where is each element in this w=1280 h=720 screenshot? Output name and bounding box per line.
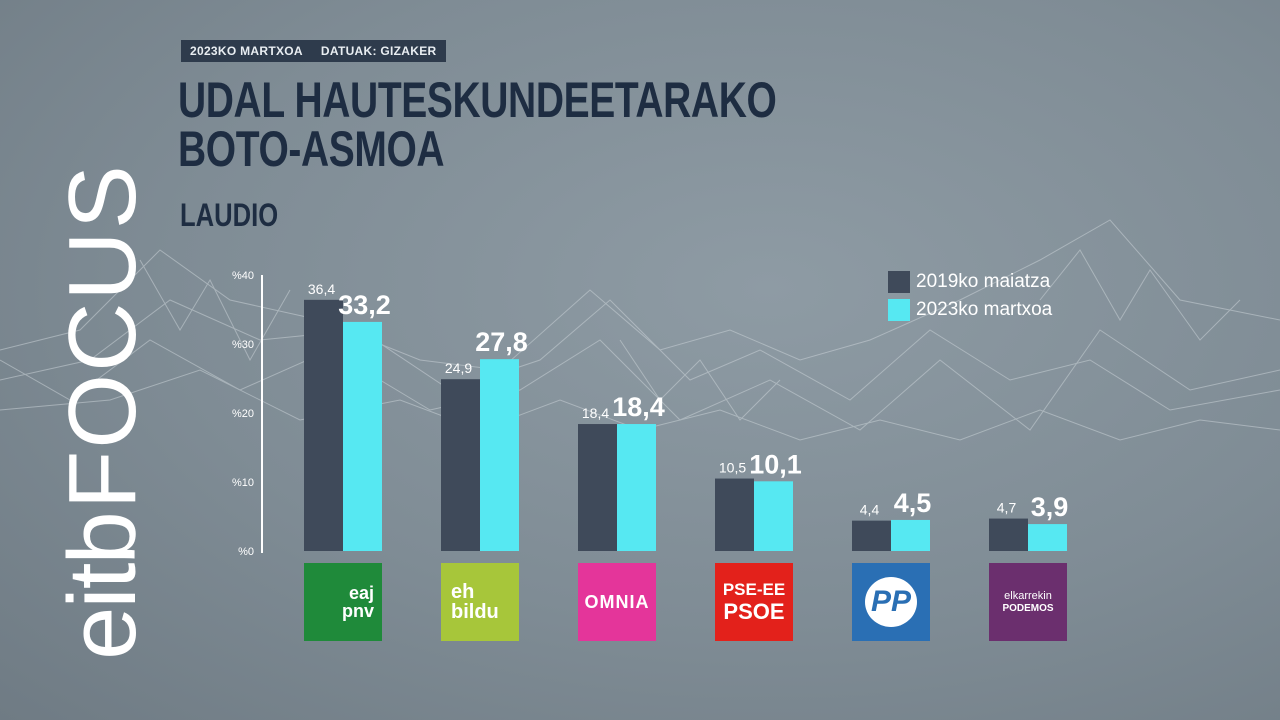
legend-label-2023: 2023ko martxoa xyxy=(916,299,1053,320)
y-tick-label: %10 xyxy=(232,477,254,489)
bar-2019 xyxy=(852,520,891,551)
data-label-2019: 10,5 xyxy=(719,460,746,476)
bar-2023 xyxy=(1028,524,1067,551)
header-tag-bar: 2023KO MARTXOA DATUAK: GIZAKER xyxy=(181,40,446,62)
pse-psoe-logo-text-1: PSE-EE xyxy=(722,580,786,599)
data-label-2023: 27,8 xyxy=(475,327,528,357)
bar-2019 xyxy=(441,379,480,551)
eh-bildu-logo-text-2: bildu xyxy=(451,601,499,623)
data-label-2019: 4,4 xyxy=(860,502,880,518)
bar-2023 xyxy=(617,424,656,551)
pp-logo-text-1: PP xyxy=(864,577,918,627)
source-tag: DATUAK: GIZAKER xyxy=(320,44,437,58)
bar-2019 xyxy=(715,478,754,551)
eaj-pnv-logo-text-2: pnv xyxy=(341,601,374,621)
eh-bildu-logo-text-1: eh xyxy=(451,581,475,603)
bar-2019 xyxy=(304,299,343,551)
data-label-2023: 4,5 xyxy=(894,488,932,518)
data-label-2023: 33,2 xyxy=(338,290,391,320)
legend-swatch-2019 xyxy=(888,271,910,293)
data-label-2019: 4,7 xyxy=(997,500,1017,516)
title-line-2: BOTO-ASMOA xyxy=(178,121,445,177)
page-title: UDAL HAUTESKUNDEETARAKO BOTO-ASMOA xyxy=(178,72,777,177)
bar-2023 xyxy=(480,359,519,551)
elkarrekin-podemos-logo-text-1: elkarrekin xyxy=(1004,589,1052,602)
data-label-2023: 10,1 xyxy=(749,449,802,479)
legend-item-2023: 2023ko martxoa xyxy=(888,296,1052,324)
elkarrekin-podemos-logo: elkarrekin PODEMOS xyxy=(989,563,1067,641)
data-label-2023: 18,4 xyxy=(612,392,665,422)
omnia-logo: OMNIA xyxy=(578,563,656,641)
y-tick-label: %30 xyxy=(232,339,254,351)
y-tick-label: %20 xyxy=(232,408,254,420)
pse-psoe-logo: PSE-EE PSOE xyxy=(715,563,793,641)
chart-legend: 2019ko maiatza 2023ko martxoa xyxy=(888,268,1052,324)
title-line-1: UDAL HAUTESKUNDEETARAKO xyxy=(178,72,777,128)
data-label-2023: 3,9 xyxy=(1031,492,1069,522)
omnia-logo-text-1: OMNIA xyxy=(584,592,650,612)
eh-bildu-logo: eh bildu xyxy=(441,563,519,641)
eaj-pnv-logo-text-1: eaj xyxy=(348,583,374,603)
y-tick-label: %0 xyxy=(238,546,254,558)
bar-2019 xyxy=(989,518,1028,551)
legend-label-2019: 2019ko maiatza xyxy=(916,271,1051,292)
legend-item-2019: 2019ko maiatza xyxy=(888,268,1052,296)
data-label-2019: 24,9 xyxy=(445,360,472,376)
data-label-2019: 18,4 xyxy=(582,405,609,421)
pse-psoe-logo-text-2: PSOE xyxy=(723,599,785,624)
legend-swatch-2023 xyxy=(888,299,910,321)
pp-logo: PP xyxy=(852,563,930,641)
date-tag: 2023KO MARTXOA xyxy=(190,44,303,58)
bar-2023 xyxy=(754,481,793,551)
bar-2023 xyxy=(343,321,382,551)
bar-2023 xyxy=(891,519,930,551)
elkarrekin-podemos-logo-text-2: PODEMOS xyxy=(1002,602,1054,614)
bar-2019 xyxy=(578,424,617,551)
eaj-pnv-logo: eaj pnv xyxy=(304,563,382,641)
data-label-2019: 36,4 xyxy=(308,281,335,297)
page-subtitle: LAUDIO xyxy=(180,197,279,233)
y-tick-label: %40 xyxy=(232,270,254,282)
